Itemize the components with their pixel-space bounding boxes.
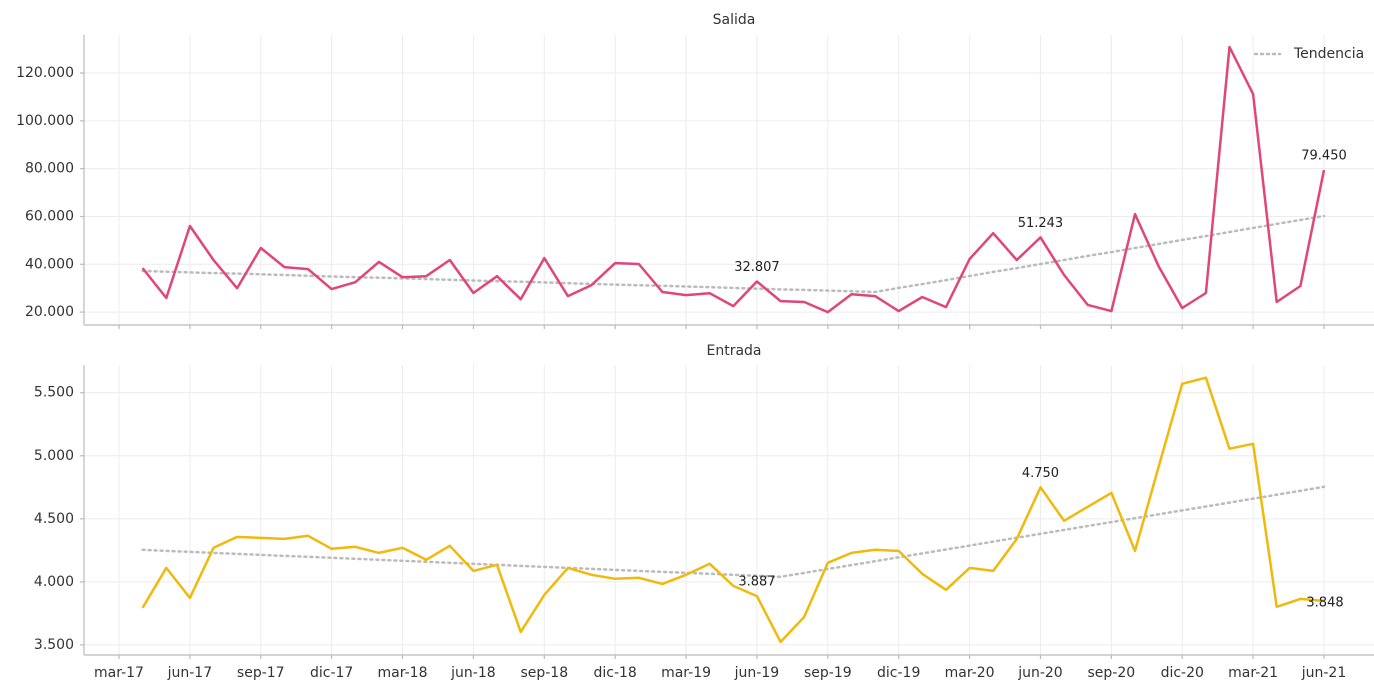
y-tick-label: 60.000 <box>25 208 74 224</box>
chart-title: Salida <box>713 12 756 28</box>
value-label: 4.750 <box>1022 466 1059 481</box>
y-tick-label: 100.000 <box>16 113 74 129</box>
y-tick-label: 3.500 <box>34 637 74 653</box>
x-tick-label: dic-17 <box>310 665 353 681</box>
y-tick-label: 80.000 <box>25 161 74 177</box>
x-tick-label: mar-21 <box>1228 665 1278 681</box>
y-tick-label: 5.000 <box>34 448 74 464</box>
x-tick-label: mar-19 <box>661 665 711 681</box>
y-tick-label: 40.000 <box>25 256 74 272</box>
value-label: 3.848 <box>1306 596 1343 611</box>
x-tick-label: jun-21 <box>1301 665 1347 681</box>
trend-line <box>141 485 1326 579</box>
value-label: 79.450 <box>1301 148 1347 163</box>
y-tick-label: 20.000 <box>25 304 74 320</box>
x-tick-label: sep-19 <box>804 665 852 681</box>
value-label: 51.243 <box>1018 216 1064 231</box>
y-tick-label: 5.500 <box>34 385 74 401</box>
x-tick-label: mar-17 <box>94 665 144 681</box>
x-tick-label: sep-20 <box>1088 665 1136 681</box>
x-tick-label: jun-20 <box>1017 665 1063 681</box>
x-tick-label: sep-18 <box>520 665 568 681</box>
x-tick-label: dic-19 <box>877 665 920 681</box>
x-tick-label: jun-17 <box>167 665 213 681</box>
y-tick-label: 4.500 <box>34 511 74 527</box>
x-tick-label: mar-18 <box>378 665 428 681</box>
value-label: 32.807 <box>734 260 780 275</box>
y-tick-label: 4.000 <box>34 574 74 590</box>
x-tick-label: jun-18 <box>450 665 496 681</box>
y-tick-label: 120.000 <box>16 65 74 81</box>
trend-line <box>141 214 1326 294</box>
x-tick-label: dic-20 <box>1161 665 1204 681</box>
x-tick-label: dic-18 <box>594 665 637 681</box>
data-line <box>141 45 1326 314</box>
value-label: 3.887 <box>738 575 775 590</box>
x-tick-label: jun-19 <box>734 665 780 681</box>
x-tick-label: mar-20 <box>945 665 995 681</box>
chart-title: Entrada <box>706 343 761 359</box>
data-line <box>141 376 1325 644</box>
legend-label: Tendencia <box>1293 46 1364 62</box>
x-tick-label: sep-17 <box>237 665 285 681</box>
